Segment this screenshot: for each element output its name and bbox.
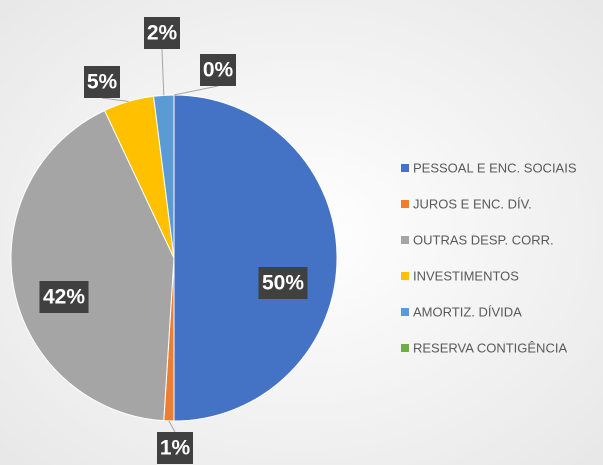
label-box — [200, 54, 236, 86]
legend-swatch — [401, 272, 409, 280]
leader-line — [101, 97, 129, 102]
data-label: 0% — [203, 59, 234, 82]
legend-label: JUROS E ENC. DÍV. — [413, 196, 532, 211]
leader-line — [161, 48, 165, 96]
label-box — [258, 267, 308, 299]
legend-label: INVESTIMENTOS — [413, 268, 519, 283]
pie-slice — [173, 94, 338, 422]
legend-label: OUTRAS DESP. CORR. — [413, 232, 554, 247]
leader-line — [168, 420, 176, 433]
legend-swatch — [401, 308, 409, 316]
leader-line — [173, 85, 219, 96]
data-label: 42% — [43, 286, 85, 309]
legend-label: PESSOAL E ENC. SOCIAIS — [413, 160, 577, 175]
data-label: 1% — [160, 437, 191, 460]
pie-slice — [10, 109, 175, 422]
legend-swatch — [401, 236, 409, 244]
label-box — [39, 281, 89, 313]
data-label: 2% — [147, 22, 178, 45]
data-label: 5% — [87, 71, 118, 94]
data-label: 50% — [262, 272, 304, 295]
legend-label: AMORTIZ. DÍVIDA — [413, 304, 522, 319]
label-box — [144, 17, 180, 49]
legend-swatch — [401, 200, 409, 208]
legend-swatch — [401, 344, 409, 352]
label-box — [84, 66, 120, 98]
legend-label: RESERVA CONTIGÊNCIA — [413, 340, 567, 355]
label-box — [157, 432, 193, 464]
legend-swatch — [401, 164, 409, 172]
